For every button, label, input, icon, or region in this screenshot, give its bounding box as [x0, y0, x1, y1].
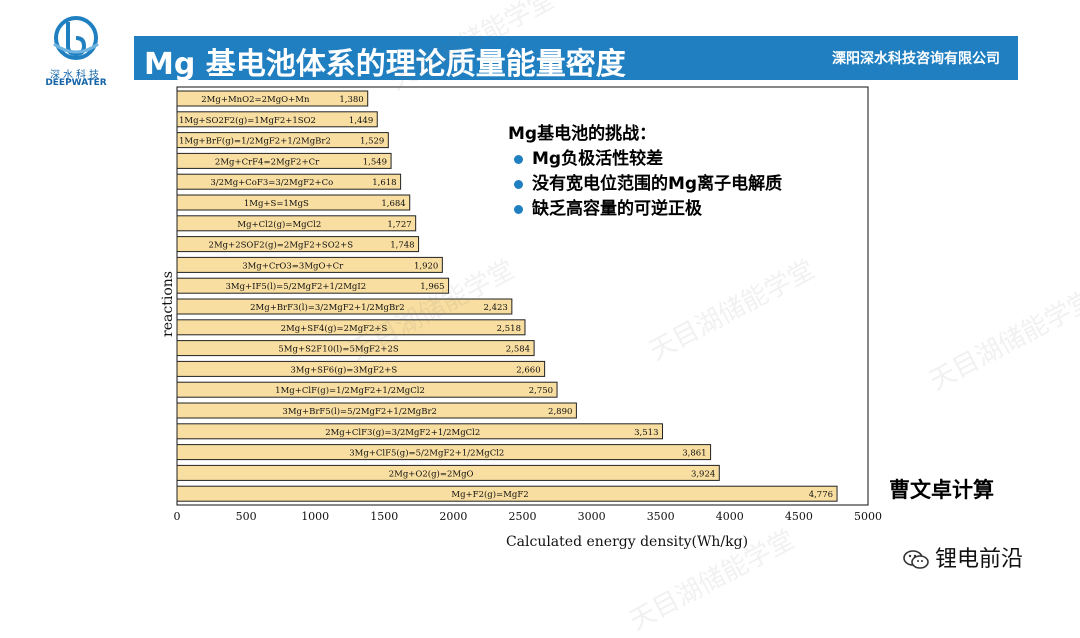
bar-category-label: 5Mg+S2F10(l)=5MgF2+2S [278, 344, 398, 355]
bar-value-label: 2,584 [506, 345, 530, 355]
bar-value-label: 2,750 [529, 386, 553, 396]
x-tick-label: 0 [174, 510, 181, 523]
title-bar: Mg 基电池体系的理论质量能量密度 溧阳深水科技咨询有限公司 [134, 36, 1018, 82]
bar [176, 152, 392, 169]
x-tick-label: 2000 [439, 510, 467, 523]
bar-category-label: 3/2Mg+CoF3=3/2MgF2+Co [210, 178, 333, 188]
bar [176, 340, 535, 357]
bar-category-label: 2Mg+2SOF2(g)=2MgF2+SO2+S [209, 240, 354, 251]
bar-category-label: 3Mg+CrO3=3MgO+Cr [242, 261, 344, 271]
bar-value-label: 1,380 [339, 95, 363, 105]
bar-category-label: 2Mg+SF4(g)=2MgF2+S [281, 323, 388, 334]
watermark: 天目湖储能学堂 [924, 284, 1080, 397]
bar [176, 277, 450, 294]
bar-category-label: Mg+F2(g)=MgF2 [451, 489, 528, 500]
bar [176, 298, 513, 315]
bar-value-label: 1,748 [390, 241, 414, 251]
bar-category-label: 1Mg+ClF(g)=1/2MgF2+1/2MgCl2 [275, 385, 425, 396]
wechat-label: 锂电前沿 [935, 547, 1024, 572]
deepwater-logo: 深水科技 DEEPWATER [40, 14, 112, 94]
bar [176, 423, 663, 440]
bar-value-label: 2,660 [516, 365, 540, 375]
wechat-account[interactable]: 锂电前沿 [903, 541, 1023, 573]
y-axis-label: reactions [160, 271, 176, 337]
bar [176, 402, 577, 419]
bar-category-label: 1Mg+BrF(g)=1/2MgF2+1/2MgBr2 [179, 136, 331, 147]
bar-value-label: 2,890 [548, 407, 572, 417]
bar-category-label: 2Mg+BrF3(l)=3/2MgF2+1/2MgBr2 [250, 302, 405, 313]
bar-category-label: 3Mg+IF5(l)=5/2MgF2+1/2MgI2 [225, 281, 366, 292]
challenge-item: 缺乏高容量的可逆正极 [508, 197, 782, 222]
bar-value-label: 1,549 [363, 157, 387, 167]
challenges-panel: Mg基电池的挑战： Mg负极活性较差 没有宽电位范围的Mg离子电解质 缺乏高容量… [508, 122, 782, 222]
challenge-item: 没有宽电位范围的Mg离子电解质 [508, 172, 782, 197]
energy-density-chart: 2Mg+MnO2=2MgO+Mn 1,380 1Mg+SO2F2(g)=1MgF2+… [160, 86, 882, 550]
page-title: Mg 基电池体系的理论质量能量密度 [144, 47, 626, 82]
bar-value-label: 1,727 [387, 220, 411, 230]
bar [176, 194, 411, 211]
x-tick-label: 1500 [370, 510, 398, 523]
bar [176, 215, 417, 232]
bar [176, 464, 720, 481]
bar [176, 381, 558, 398]
bar-value-label: 1,920 [414, 261, 438, 271]
challenge-item: Mg负极活性较差 [508, 147, 782, 172]
bar-value-label: 1,529 [360, 137, 384, 147]
company-name: 溧阳深水科技咨询有限公司 [832, 51, 1000, 67]
bar [176, 132, 389, 149]
challenge-text: Mg负极活性较差 [532, 149, 664, 169]
x-tick-label: 3500 [647, 510, 675, 523]
bar-value-label: 1,618 [372, 178, 396, 188]
bar [176, 90, 369, 107]
x-tick-label: 500 [236, 510, 257, 523]
bar-category-label: 3Mg+SF6(g)=3MgF2+S [290, 364, 397, 375]
challenge-text: 没有宽电位范围的Mg离子电解质 [532, 174, 783, 194]
bar-value-label: 3,513 [634, 428, 658, 438]
bar-value-label: 1,684 [381, 199, 405, 209]
bar-value-label: 4,776 [809, 490, 833, 500]
bar [176, 173, 402, 190]
bar [176, 444, 712, 461]
bar-value-label: 3,861 [682, 449, 706, 459]
bar-value-label: 1,449 [349, 116, 373, 126]
bar-category-label: 3Mg+BrF5(l)=5/2MgF2+1/2MgBr2 [282, 406, 437, 417]
bar [176, 236, 420, 253]
plot-frame [176, 86, 869, 506]
x-tick-label: 4500 [785, 510, 813, 523]
bar [176, 485, 838, 502]
bar-value-label: 2,518 [497, 324, 521, 334]
logo-text-cn: 深水科技 [50, 70, 102, 81]
bar-category-label: 2Mg+CrF4=2MgF2+Cr [215, 157, 320, 167]
bar-category-label: 1Mg+SO2F2(g)=1MgF2+1SO2 [179, 115, 316, 126]
x-tick-label: 4000 [716, 510, 744, 523]
bar-category-label: 1Mg+S=1MgS [244, 199, 309, 209]
bar-value-label: 1,965 [420, 282, 444, 292]
x-tick-label: 3000 [578, 510, 606, 523]
bar-category-label: 2Mg+ClF3(g)=3/2MgF2+1/2MgCl2 [325, 427, 480, 438]
bar-category-label: 2Mg+O2(g)=2MgO [389, 468, 474, 479]
challenge-text: 缺乏高容量的可逆正极 [532, 199, 702, 219]
wechat-icon [903, 550, 929, 569]
bar-value-label: 2,423 [484, 303, 508, 313]
bar-category-label: 2Mg+MnO2=2MgO+Mn [201, 95, 310, 105]
bar [176, 319, 526, 336]
x-tick-label: 1000 [301, 510, 329, 523]
bar [176, 111, 378, 128]
bullet-icon [514, 180, 523, 189]
bar-value-label: 3,924 [691, 469, 715, 479]
calculation-note: 曹文卓计算 [889, 478, 994, 502]
deepwater-logo-icon [53, 16, 99, 60]
bar [176, 360, 546, 377]
bar [176, 256, 443, 273]
x-axis-label: Calculated energy density(Wh/kg) [506, 534, 748, 550]
bullet-icon [514, 205, 523, 214]
logo-text-en: DEEPWATER [45, 78, 107, 88]
challenges-heading: Mg基电池的挑战： [508, 124, 657, 144]
bar-category-label: Mg+Cl2(g)=MgCl2 [237, 219, 321, 230]
bullet-icon [514, 155, 523, 164]
bar-category-label: 3Mg+ClF5(g)=5/2MgF2+1/2MgCl2 [349, 448, 504, 459]
x-tick-label: 2500 [509, 510, 537, 523]
x-tick-label: 5000 [854, 510, 882, 523]
